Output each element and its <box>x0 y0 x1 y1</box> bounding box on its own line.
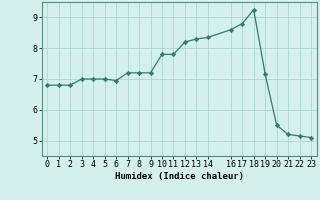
X-axis label: Humidex (Indice chaleur): Humidex (Indice chaleur) <box>115 172 244 181</box>
